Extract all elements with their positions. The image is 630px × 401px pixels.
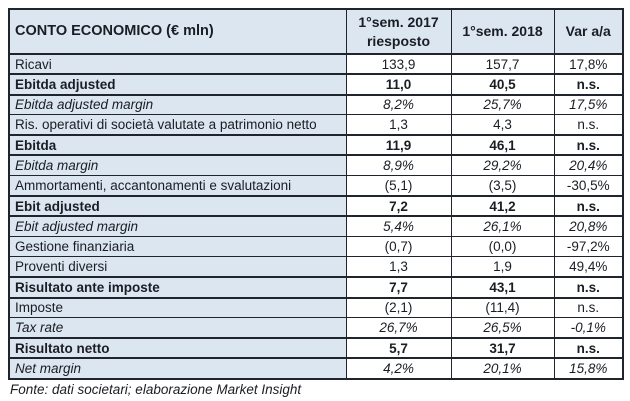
row-label: Risultato ante imposte	[8, 276, 347, 299]
table-body: Ricavi 133,9 157,7 17,8% Ebitda adjusted 11,0…	[8, 53, 624, 380]
table-row: Ebitda adjusted margin 8,2% 25,7% 17,5%	[8, 94, 624, 116]
value-1sem-2018: 46,1	[450, 134, 555, 157]
value-var-aa: 20,8%	[553, 215, 624, 238]
row-label: Ebit adjusted margin	[8, 215, 347, 238]
row-label: Gestione finanziaria	[8, 236, 347, 258]
value-1sem-2017: 1,3	[345, 256, 452, 278]
row-label: Ebitda adjusted margin	[8, 94, 347, 116]
value-1sem-2017: 8,9%	[345, 154, 452, 177]
row-label: Imposte	[8, 297, 347, 319]
value-var-aa: n.s.	[553, 297, 624, 319]
table-row: Proventi diversi 1,3 1,9 49,4%	[8, 256, 624, 278]
value-1sem-2017: 7,2	[345, 195, 452, 218]
value-1sem-2017: (5,1)	[345, 175, 452, 197]
value-1sem-2017: 5,7	[345, 337, 452, 360]
source-note: Fonte: dati societari; elaborazione Mark…	[10, 382, 302, 397]
value-var-aa: -97,2%	[553, 236, 624, 258]
value-1sem-2017: (0,7)	[345, 236, 452, 258]
value-var-aa: 49,4%	[553, 256, 624, 278]
table-row: Ebitda 11,9 46,1 n.s.	[8, 134, 624, 157]
table-row: Ebit adjusted margin 5,4% 26,1% 20,8%	[8, 215, 624, 238]
value-1sem-2018: 31,7	[450, 337, 555, 360]
value-1sem-2017: 8,2%	[345, 94, 452, 116]
value-var-aa: n.s.	[553, 134, 624, 157]
header-1sem-2017-line1: 1°sem. 2017	[358, 14, 439, 31]
row-label: Proventi diversi	[8, 256, 347, 278]
value-1sem-2018: 1,9	[450, 256, 555, 278]
value-1sem-2018: 26,1%	[450, 215, 555, 238]
table-row: Ebitda margin 8,9% 29,2% 20,4%	[8, 154, 624, 177]
value-1sem-2018: 20,1%	[450, 357, 555, 380]
table-row: Tax rate 26,7% 26,5% -0,1%	[8, 317, 624, 339]
row-label: Risultato netto	[8, 337, 347, 360]
table-row: Ris. operativi di società valutate a pat…	[8, 114, 624, 136]
value-1sem-2018: 41,2	[450, 195, 555, 218]
table-row: Gestione finanziaria (0,7) (0,0) -97,2%	[8, 236, 624, 258]
row-label: Ebit adjusted	[8, 195, 347, 218]
row-label: Ebitda	[8, 134, 347, 157]
value-1sem-2018: 40,5	[450, 73, 555, 96]
value-1sem-2018: 157,7	[450, 53, 555, 75]
table-row: Imposte (2,1) (11,4) n.s.	[8, 297, 624, 319]
value-var-aa: n.s.	[553, 276, 624, 299]
table-row: Risultato netto 5,7 31,7 n.s.	[8, 337, 624, 360]
value-1sem-2017: 4,2%	[345, 357, 452, 380]
value-1sem-2018: 4,3	[450, 114, 555, 136]
value-var-aa: n.s.	[553, 195, 624, 218]
row-label: Ris. operativi di società valutate a pat…	[8, 114, 347, 136]
row-label: Ebitda margin	[8, 154, 347, 177]
row-label: Ebitda adjusted	[8, 73, 347, 96]
table-row: Net margin 4,2% 20,1% 15,8%	[8, 357, 624, 380]
row-label: Ammortamenti, accantonamenti e svalutazi…	[8, 175, 347, 197]
table-row: Ebit adjusted 7,2 41,2 n.s.	[8, 195, 624, 218]
value-1sem-2017: 26,7%	[345, 317, 452, 339]
value-1sem-2018: (0,0)	[450, 236, 555, 258]
value-var-aa: n.s.	[553, 337, 624, 360]
row-label: Tax rate	[8, 317, 347, 339]
table-row: Ricavi 133,9 157,7 17,8%	[8, 53, 624, 75]
value-1sem-2018: 26,5%	[450, 317, 555, 339]
value-1sem-2018: 43,1	[450, 276, 555, 299]
value-1sem-2018: 29,2%	[450, 154, 555, 177]
header-1sem-2018: 1°sem. 2018	[450, 8, 555, 55]
value-var-aa: -0,1%	[553, 317, 624, 339]
income-statement-table: CONTO ECONOMICO (€ mln) 1°sem. 2017 ries…	[8, 8, 624, 380]
value-var-aa: 17,8%	[553, 53, 624, 75]
header-row: CONTO ECONOMICO (€ mln) 1°sem. 2017 ries…	[8, 8, 624, 55]
value-var-aa: n.s.	[553, 114, 624, 136]
value-1sem-2017: 11,0	[345, 73, 452, 96]
value-1sem-2018: (3,5)	[450, 175, 555, 197]
header-1sem-2017: 1°sem. 2017 riesposto	[345, 8, 452, 55]
value-var-aa: 20,4%	[553, 154, 624, 177]
header-var-aa: Var a/a	[553, 8, 624, 55]
header-conto-economico: CONTO ECONOMICO (€ mln)	[8, 8, 347, 55]
table-row: Risultato ante imposte 7,7 43,1 n.s.	[8, 276, 624, 299]
value-var-aa: 15,8%	[553, 357, 624, 380]
value-1sem-2017: 1,3	[345, 114, 452, 136]
value-1sem-2018: 25,7%	[450, 94, 555, 116]
value-var-aa: 17,5%	[553, 94, 624, 116]
row-label: Net margin	[8, 357, 347, 380]
table-row: Ammortamenti, accantonamenti e svalutazi…	[8, 175, 624, 197]
row-label: Ricavi	[8, 53, 347, 75]
value-var-aa: -30,5%	[553, 175, 624, 197]
header-1sem-2017-line2: riesposto	[366, 32, 430, 49]
value-1sem-2017: 7,7	[345, 276, 452, 299]
value-1sem-2017: 133,9	[345, 53, 452, 75]
table-row: Ebitda adjusted 11,0 40,5 n.s.	[8, 73, 624, 96]
value-1sem-2017: 11,9	[345, 134, 452, 157]
value-var-aa: n.s.	[553, 73, 624, 96]
value-1sem-2017: 5,4%	[345, 215, 452, 238]
value-1sem-2017: (2,1)	[345, 297, 452, 319]
value-1sem-2018: (11,4)	[450, 297, 555, 319]
